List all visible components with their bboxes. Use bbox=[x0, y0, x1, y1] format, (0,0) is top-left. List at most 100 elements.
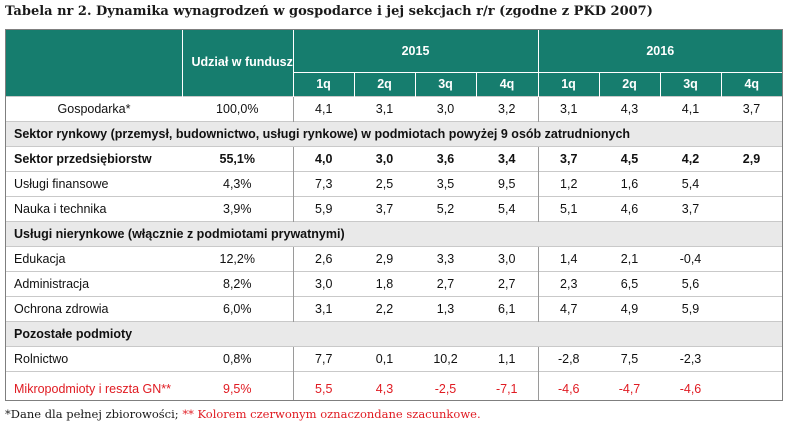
value-cell: 2,5 bbox=[354, 170, 415, 196]
value-cell: 1,6 bbox=[599, 170, 660, 196]
value-cell: 4,6 bbox=[599, 195, 660, 221]
value-cell: 2,7 bbox=[476, 270, 538, 296]
value-cell: 5,1 bbox=[537, 195, 599, 221]
value-cell: 4,3 bbox=[599, 95, 660, 121]
value-cell: -4,6 bbox=[660, 370, 721, 400]
section-heading: Sektor rynkowy (przemysł, budownictwo, u… bbox=[6, 120, 782, 146]
header-quarter: 3q bbox=[659, 72, 721, 96]
value-cell: 7,3 bbox=[292, 170, 354, 196]
row-label: Usługi finansowe bbox=[6, 170, 182, 196]
value-cell: 3,5 bbox=[415, 170, 476, 196]
value-cell: 5,4 bbox=[660, 170, 721, 196]
row-share: 6,0% bbox=[182, 295, 293, 321]
value-cell: 2,9 bbox=[354, 245, 415, 271]
value-cell bbox=[721, 370, 782, 400]
section-heading: Usługi nierynkowe (włącznie z podmiotami… bbox=[6, 220, 782, 246]
value-cell: 2,7 bbox=[415, 270, 476, 296]
value-cell: 1,3 bbox=[415, 295, 476, 321]
value-cell: 3,4 bbox=[476, 145, 538, 171]
value-cell: -2,3 bbox=[660, 345, 721, 371]
value-cell bbox=[721, 345, 782, 371]
value-cell: 2,9 bbox=[721, 145, 782, 171]
header-row-quarters: 1q 2q 3q 4q 1q 2q 3q 4q bbox=[6, 72, 782, 96]
value-cell: 9,5 bbox=[476, 170, 538, 196]
header-quarter: 4q bbox=[475, 72, 538, 96]
table-row-ochrona-zdrowia: Ochrona zdrowia 6,0% 3,1 2,2 1,3 6,1 4,7… bbox=[6, 295, 782, 321]
footnote-text: *Dane dla pełnej zbiorowości; bbox=[5, 407, 183, 421]
wage-dynamics-table: Udział w funduszu płac 2015 2016 1q 2q 3… bbox=[5, 29, 783, 401]
value-cell: 4,5 bbox=[599, 145, 660, 171]
header-year: 2015 bbox=[292, 30, 538, 73]
table-row-rolnictwo: Rolnictwo 0,8% 7,7 0,1 10,2 1,1 -2,8 7,5… bbox=[6, 345, 782, 371]
value-cell: 1,4 bbox=[537, 245, 599, 271]
table-row-edukacja: Edukacja 12,2% 2,6 2,9 3,3 3,0 1,4 2,1 -… bbox=[6, 245, 782, 271]
header-quarter: 1q bbox=[537, 72, 599, 96]
value-cell: 3,0 bbox=[292, 270, 354, 296]
header-year: 2016 bbox=[537, 30, 782, 73]
value-cell bbox=[721, 270, 782, 296]
row-share: 55,1% bbox=[182, 145, 293, 171]
value-cell: 4,3 bbox=[354, 370, 415, 400]
footnote: *Dane dla pełnej zbiorowości; ** Kolorem… bbox=[5, 407, 481, 421]
value-cell: 3,1 bbox=[292, 295, 354, 321]
value-cell: 4,2 bbox=[660, 145, 721, 171]
row-label: Rolnictwo bbox=[6, 345, 182, 371]
footnote-estimate-note: ** Kolorem czerwonym oznaczondane szacun… bbox=[182, 407, 481, 421]
value-cell: 2,3 bbox=[537, 270, 599, 296]
table-row-uslugi-finansowe: Usługi finansowe 4,3% 7,3 2,5 3,5 9,5 1,… bbox=[6, 170, 782, 196]
row-label: Nauka i technika bbox=[6, 195, 182, 221]
value-cell: 2,6 bbox=[292, 245, 354, 271]
header-quarter: 2q bbox=[598, 72, 660, 96]
value-cell: 4,7 bbox=[537, 295, 599, 321]
value-cell bbox=[721, 245, 782, 271]
value-cell: 1,2 bbox=[537, 170, 599, 196]
value-cell: 5,5 bbox=[292, 370, 354, 400]
value-cell: 5,2 bbox=[415, 195, 476, 221]
row-share: 8,2% bbox=[182, 270, 293, 296]
header-quarter: 3q bbox=[414, 72, 476, 96]
value-cell: 6,1 bbox=[476, 295, 538, 321]
value-cell bbox=[721, 195, 782, 221]
value-cell: 0,1 bbox=[354, 345, 415, 371]
value-cell: 4,9 bbox=[599, 295, 660, 321]
section-row-nonmarket: Usługi nierynkowe (włącznie z podmiotami… bbox=[6, 220, 782, 246]
value-cell: -4,6 bbox=[537, 370, 599, 400]
section-heading: Pozostałe podmioty bbox=[6, 320, 782, 346]
value-cell: 3,7 bbox=[721, 95, 782, 121]
value-cell: 5,9 bbox=[660, 295, 721, 321]
header-row-years: Udział w funduszu płac 2015 2016 bbox=[6, 30, 782, 96]
value-cell: 1,1 bbox=[476, 345, 538, 371]
header-share: Udział w funduszu płac bbox=[181, 30, 293, 96]
row-label: Edukacja bbox=[6, 245, 182, 271]
row-share: 3,9% bbox=[182, 195, 293, 221]
value-cell: 5,9 bbox=[292, 195, 354, 221]
row-share: 12,2% bbox=[182, 245, 293, 271]
row-label: Ochrona zdrowia bbox=[6, 295, 182, 321]
header-quarter: 1q bbox=[292, 72, 354, 96]
value-cell: 2,2 bbox=[354, 295, 415, 321]
value-cell: 5,4 bbox=[476, 195, 538, 221]
section-row-market: Sektor rynkowy (przemysł, budownictwo, u… bbox=[6, 120, 782, 146]
header-quarter: 2q bbox=[353, 72, 415, 96]
row-label: Sektor przedsiębiorstw bbox=[6, 145, 182, 171]
row-label: Mikropodmioty i reszta GN** bbox=[6, 370, 182, 400]
value-cell: 3,0 bbox=[476, 245, 538, 271]
row-share: 4,3% bbox=[182, 170, 293, 196]
value-cell: 7,7 bbox=[292, 345, 354, 371]
table-row-nauka: Nauka i technika 3,9% 5,9 3,7 5,2 5,4 5,… bbox=[6, 195, 782, 221]
value-cell: 6,5 bbox=[599, 270, 660, 296]
row-share: 100,0% bbox=[182, 95, 293, 121]
table-row-gospodarka: Gospodarka* 100,0% 4,1 3,1 3,0 3,2 3,1 4… bbox=[6, 95, 782, 121]
value-cell: 1,8 bbox=[354, 270, 415, 296]
row-share: 0,8% bbox=[182, 345, 293, 371]
header-quarter: 4q bbox=[720, 72, 782, 96]
value-cell: -4,7 bbox=[599, 370, 660, 400]
value-cell: 3,6 bbox=[415, 145, 476, 171]
value-cell: 4,1 bbox=[660, 95, 721, 121]
value-cell: 7,5 bbox=[599, 345, 660, 371]
value-cell: -2,8 bbox=[537, 345, 599, 371]
table-row-mikropodmioty: Mikropodmioty i reszta GN** 9,5% 5,5 4,3… bbox=[6, 370, 782, 400]
section-row-other: Pozostałe podmioty bbox=[6, 320, 782, 346]
value-cell: -7,1 bbox=[476, 370, 538, 400]
value-cell bbox=[721, 295, 782, 321]
